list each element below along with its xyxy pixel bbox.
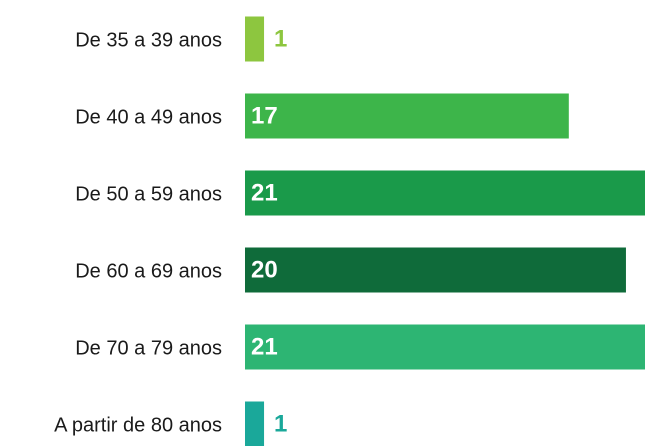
bar [245,324,645,370]
category-label: De 50 a 59 anos [75,183,222,205]
bar [245,16,265,62]
value-label: 1 [274,410,287,437]
value-label: 17 [251,102,278,129]
bar [245,93,569,139]
value-label: 20 [251,256,278,283]
category-label: De 35 a 39 anos [75,29,222,51]
category-label: A partir de 80 anos [54,414,222,436]
category-label: De 70 a 79 anos [75,337,222,359]
category-label: De 40 a 49 anos [75,106,222,128]
bar [245,401,265,446]
bar [245,247,626,293]
category-label: De 60 a 69 anos [75,260,222,282]
value-label: 21 [251,179,278,206]
bar [245,170,645,216]
value-label: 21 [251,333,278,360]
value-label: 1 [274,25,287,52]
